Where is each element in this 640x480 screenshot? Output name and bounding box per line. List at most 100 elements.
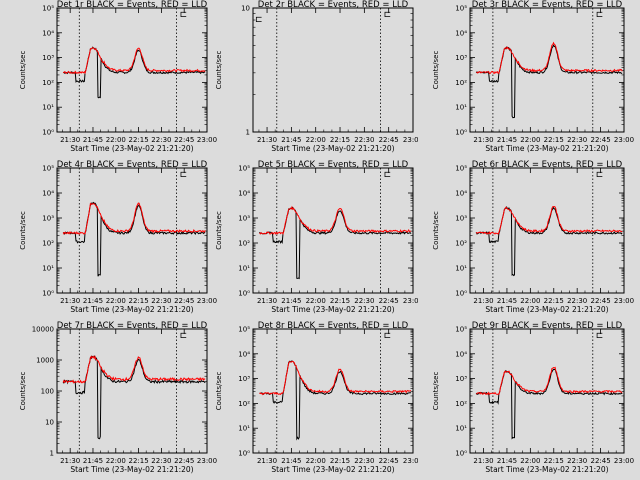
x-tick-label: 23:00: [197, 136, 217, 144]
x-tick-label: 22:30: [354, 457, 374, 465]
y-axis-label: Counts/sec: [215, 372, 223, 411]
y-tick-label: 10000: [32, 326, 54, 334]
x-axis-label: Start Time (23-May-02 21:21:20): [70, 144, 193, 153]
marker-glyph: ⊏: [596, 10, 604, 20]
x-axis-label: Start Time (23-May-02 21:21:20): [271, 144, 394, 153]
x-tick-label: 23:00: [403, 297, 418, 305]
y-tick-label: 10³: [42, 215, 54, 223]
marker-glyph: ⊏: [384, 331, 392, 341]
x-tick-label: 22:00: [520, 297, 540, 305]
x-tick-label: 22:00: [520, 136, 540, 144]
x-tick-label: 22:30: [151, 136, 171, 144]
y-tick-label: 10⁰: [455, 129, 467, 137]
series-lld-line: [62, 202, 206, 235]
marker-glyph: ⊏: [596, 170, 604, 180]
y-tick-label: 10²: [238, 240, 250, 248]
x-tick-label: 22:45: [174, 457, 194, 465]
x-axis-label: Start Time (23-May-02 21:21:20): [485, 465, 608, 474]
x-tick-label: 22:00: [306, 297, 326, 305]
plot-frame: [252, 167, 414, 294]
x-tick-label: 22:15: [544, 457, 564, 465]
plot-frame: [469, 167, 625, 294]
y-tick-label: 10¹: [455, 104, 467, 112]
x-tick-label: 22:45: [590, 457, 610, 465]
chart-det2r: Det 2r BLACK = Events, RED = LLD Counts/s…: [215, 0, 418, 153]
chart-title: Det 2r BLACK = Events, RED = LLD: [258, 0, 409, 10]
y-axis-label: Counts/sec: [19, 211, 27, 250]
x-axis-label: Start Time (23-May-02 21:21:20): [485, 144, 608, 153]
plot-frame: [252, 7, 414, 133]
y-tick-label: 10¹: [42, 104, 54, 112]
x-tick-label: 21:30: [60, 297, 80, 305]
x-tick-label: 22:30: [567, 136, 587, 144]
x-tick-label: 22:30: [151, 457, 171, 465]
plot-frame: [469, 7, 625, 133]
chart-title: Det 1r BLACK = Events, RED = LLD: [57, 0, 208, 10]
x-tick-label: 22:15: [330, 457, 350, 465]
y-tick-label: 10²: [42, 240, 54, 248]
y-tick-label: 10²: [42, 79, 54, 87]
x-tick-label: 22:30: [354, 136, 374, 144]
x-tick-label: 22:45: [379, 136, 399, 144]
x-tick-label: 21:45: [497, 136, 517, 144]
x-tick-label: 21:30: [257, 457, 277, 465]
y-axis-label: Counts/sec: [432, 51, 440, 90]
y-tick-label: 10⁴: [238, 190, 250, 198]
y-tick-label: 10³: [455, 54, 467, 62]
x-tick-label: 21:45: [497, 457, 517, 465]
x-tick-label: 22:30: [567, 457, 587, 465]
chart-det7r: Det 7r BLACK = Events, RED = LLD Counts/s…: [19, 321, 217, 474]
y-tick-label: 10³: [455, 215, 467, 223]
x-tick-label: 21:45: [83, 136, 103, 144]
x-tick-label: 22:15: [544, 297, 564, 305]
plot-frame: [469, 328, 625, 454]
y-axis-label: Counts/sec: [432, 372, 440, 411]
plot-frame: [252, 328, 414, 454]
x-tick-label: 23:00: [197, 457, 217, 465]
y-tick-label: 10⁴: [238, 350, 250, 358]
y-tick-label: 10³: [238, 215, 250, 223]
y-tick-label: 10⁴: [42, 29, 54, 37]
x-tick-label: 23:00: [403, 457, 418, 465]
y-tick-label: 10⁴: [455, 29, 467, 37]
x-tick-label: 22:30: [354, 297, 374, 305]
x-tick-label: 22:00: [106, 457, 126, 465]
y-axis-label: Counts/sec: [215, 211, 223, 250]
y-tick-label: 10⁰: [238, 450, 250, 458]
x-tick-label: 21:45: [83, 457, 103, 465]
y-tick-label: 10: [45, 419, 54, 427]
chart-det3r: Det 3r BLACK = Events, RED = LLD Counts/s…: [432, 0, 634, 153]
x-tick-label: 22:30: [567, 297, 587, 305]
x-tick-label: 23:00: [197, 297, 217, 305]
y-tick-label: 10⁵: [42, 165, 54, 173]
y-tick-label: 10⁵: [238, 165, 250, 173]
x-tick-label: 21:45: [497, 297, 517, 305]
y-tick-label: 10⁵: [42, 5, 54, 13]
x-tick-label: 22:15: [128, 136, 148, 144]
y-tick-label: 10²: [455, 400, 467, 408]
y-axis-label: Counts/sec: [215, 51, 223, 90]
x-tick-label: 22:15: [128, 457, 148, 465]
chart-det9r: Det 9r BLACK = Events, RED = LLD Counts/s…: [432, 321, 634, 474]
chart-det5r: Det 5r BLACK = Events, RED = LLD Counts/s…: [215, 160, 418, 314]
marker-glyph: ⊏: [384, 10, 392, 20]
x-tick-label: 21:30: [473, 457, 493, 465]
y-axis-label: Counts/sec: [19, 51, 27, 90]
series-events-line: [63, 201, 206, 277]
x-tick-label: 21:30: [257, 297, 277, 305]
y-tick-label: 10⁰: [42, 290, 54, 298]
y-tick-label: 10²: [455, 79, 467, 87]
y-tick-label: 10⁰: [42, 129, 54, 137]
y-axis-label: Counts/sec: [432, 211, 440, 250]
chart-title: Det 9r BLACK = Events, RED = LLD: [472, 321, 623, 331]
chart-title: Det 5r BLACK = Events, RED = LLD: [258, 160, 409, 170]
chart-title: Det 6r BLACK = Events, RED = LLD: [472, 160, 623, 170]
marker-glyph: ⊏: [180, 331, 188, 341]
x-tick-label: 21:30: [473, 136, 493, 144]
series-lld-line: [475, 205, 623, 235]
x-tick-label: 22:45: [590, 136, 610, 144]
y-tick-label: 10³: [238, 375, 250, 383]
x-tick-label: 22:15: [330, 297, 350, 305]
y-tick-label: 10: [241, 5, 250, 13]
